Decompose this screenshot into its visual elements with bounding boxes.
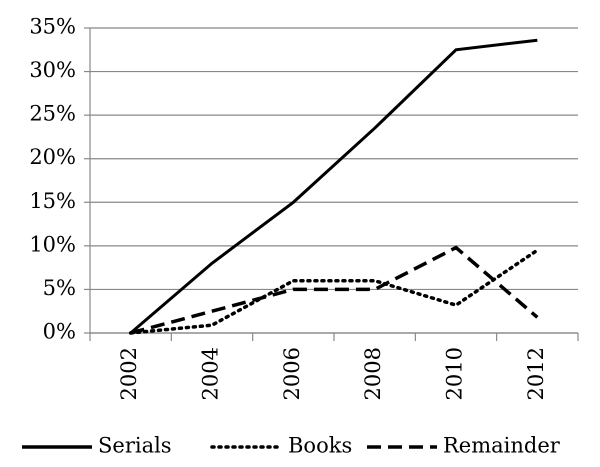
x-tick-label: 2010 bbox=[443, 347, 467, 400]
y-tick-label: 0% bbox=[43, 320, 76, 344]
y-tick-label: 15% bbox=[29, 189, 76, 213]
series-line bbox=[128, 248, 540, 335]
y-tick-label: 35% bbox=[29, 15, 76, 39]
series-line bbox=[129, 38, 538, 335]
x-tick-label: 2012 bbox=[524, 347, 548, 400]
y-tick-label: 30% bbox=[29, 58, 76, 82]
y-tick-label: 5% bbox=[43, 276, 76, 300]
series-line bbox=[130, 245, 539, 335]
x-tick-label: 2002 bbox=[117, 347, 141, 400]
x-tick-label: 2004 bbox=[199, 347, 223, 400]
y-tick-label: 20% bbox=[29, 145, 76, 169]
x-tick-label: 2006 bbox=[280, 347, 304, 400]
legend-label: Books bbox=[288, 434, 352, 458]
legend-label: Serials bbox=[98, 434, 172, 458]
y-tick-label: 25% bbox=[29, 102, 76, 126]
x-tick-label: 2008 bbox=[361, 347, 385, 400]
legend-label: Remainder bbox=[443, 434, 561, 458]
y-tick-label: 10% bbox=[29, 232, 76, 256]
